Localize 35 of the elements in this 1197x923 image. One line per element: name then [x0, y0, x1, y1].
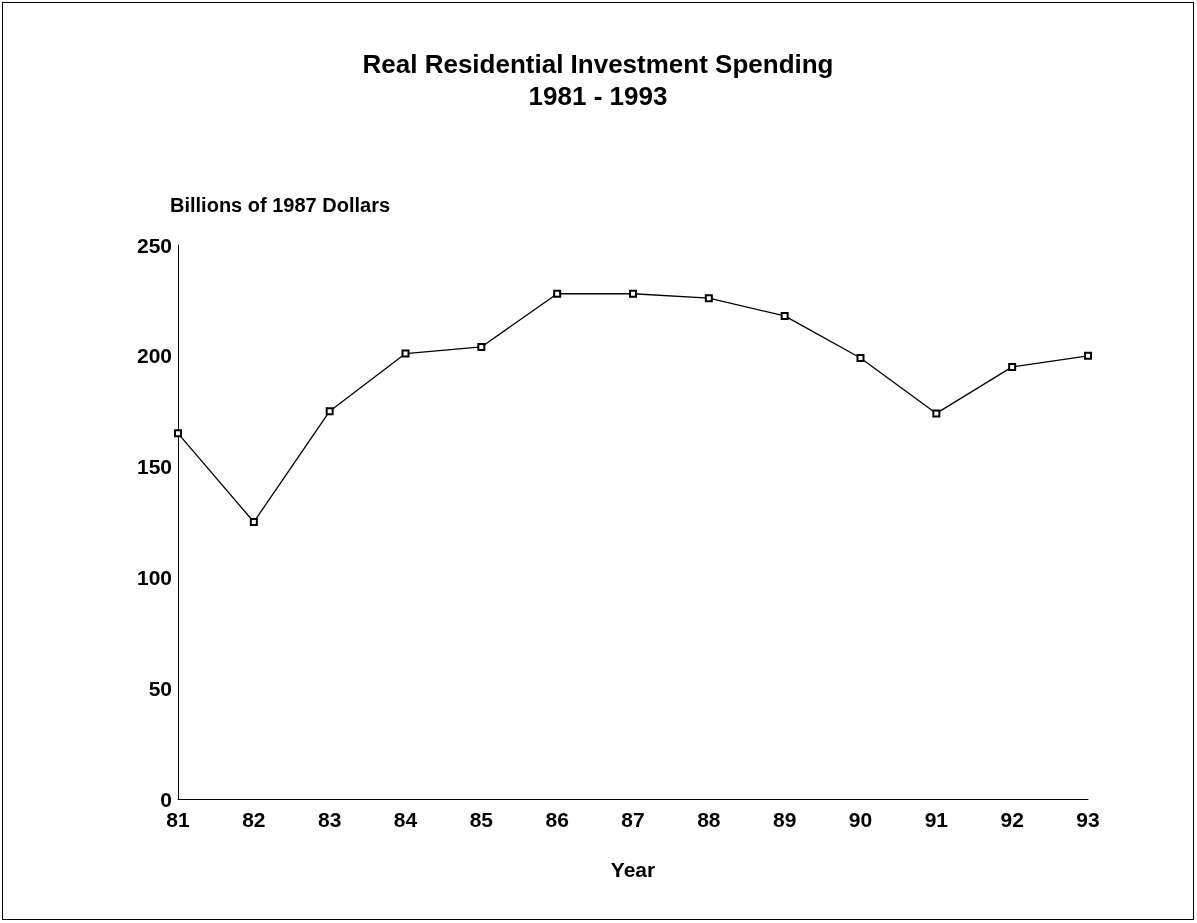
point [704, 294, 713, 303]
y-tick-label: 200 [136, 344, 172, 368]
y-tick-label: 0 [160, 787, 172, 811]
x-tick-label: 91 [924, 808, 949, 831]
x-tick-label: 84 [393, 808, 418, 831]
point [1008, 362, 1017, 371]
x-tick-label: 86 [545, 808, 569, 831]
x-tick-label: 83 [317, 808, 342, 831]
point [1084, 351, 1092, 360]
point [629, 289, 637, 298]
y-tick-label: 50 [148, 676, 172, 700]
x-tick-label: 88 [697, 808, 721, 831]
chart-title: Real Residential Investment Spending 1981 - 1993 [362, 49, 834, 111]
x-tick-label: 89 [772, 808, 797, 831]
point [932, 409, 941, 418]
point [553, 289, 562, 298]
point [477, 342, 486, 351]
y-tick-label: 150 [136, 455, 172, 479]
y-tick-label: 250 [136, 233, 172, 257]
point [249, 518, 258, 526]
x-tick-label: 93 [1076, 808, 1100, 831]
x-tick-label: 81 [166, 808, 190, 831]
y-axis-title: Billions of 1987 Dollars [170, 194, 391, 216]
x-tick-label: 85 [469, 808, 494, 831]
x-tick-label: 82 [242, 808, 266, 831]
x-axis-title: Year [610, 858, 656, 881]
x-tick-label: 87 [621, 808, 645, 831]
point [174, 429, 182, 438]
point [856, 354, 865, 363]
point [401, 349, 410, 358]
point [325, 407, 334, 416]
y-tick-label: 100 [136, 565, 172, 589]
x-tick-label: 92 [1000, 808, 1024, 831]
x-tick-label: 90 [848, 808, 873, 831]
point [780, 311, 789, 320]
